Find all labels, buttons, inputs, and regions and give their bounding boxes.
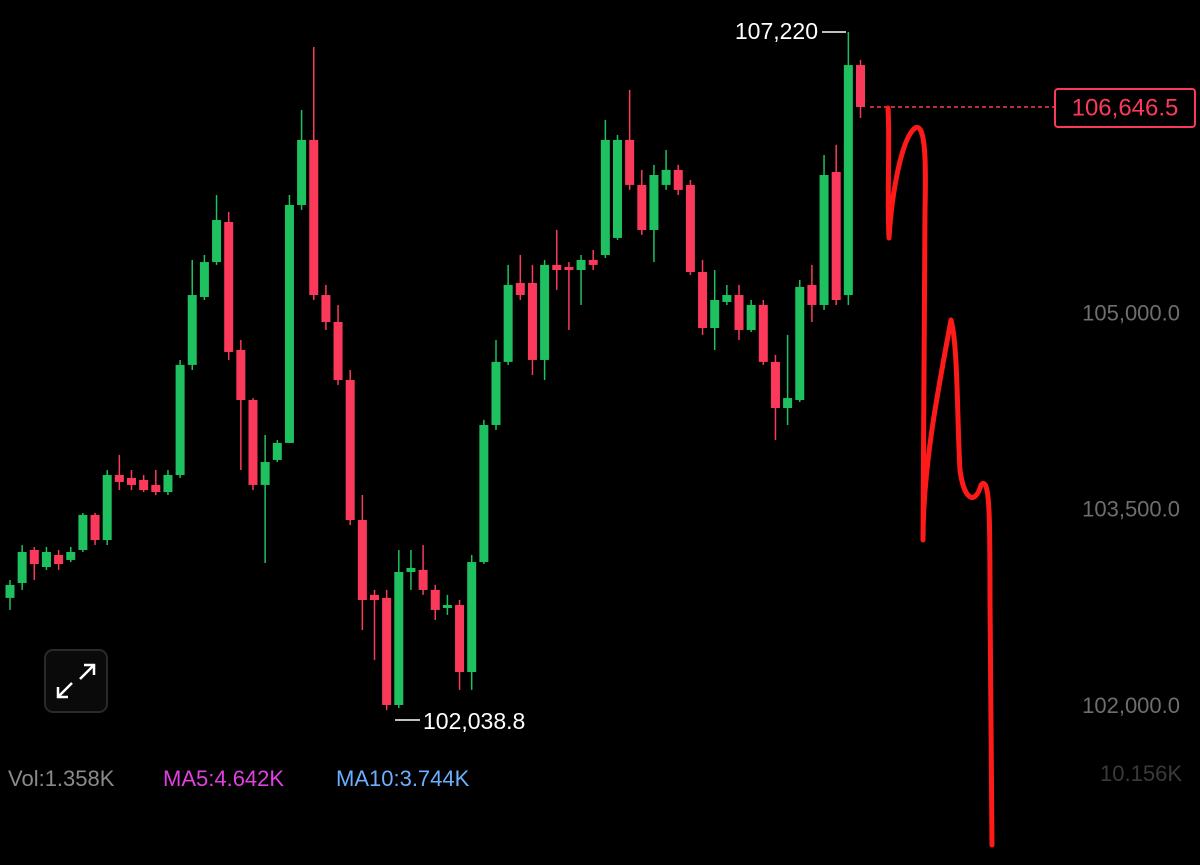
candle-body bbox=[102, 475, 112, 541]
candle-body bbox=[5, 584, 15, 598]
candle-body bbox=[175, 364, 185, 475]
candle-body bbox=[576, 259, 586, 271]
y-tick-label: 105,000.0 bbox=[1082, 300, 1180, 325]
candle-body bbox=[345, 379, 355, 521]
candle-body bbox=[710, 300, 720, 329]
candle-body bbox=[260, 462, 270, 485]
candle-body bbox=[127, 478, 136, 485]
candle-body bbox=[272, 442, 282, 460]
candle-body bbox=[661, 169, 671, 185]
candle-body bbox=[625, 139, 635, 185]
candle-body bbox=[783, 398, 793, 408]
candle-body bbox=[770, 361, 780, 408]
candle-body bbox=[807, 284, 817, 305]
volume-axis-label: 10.156K bbox=[1100, 761, 1182, 786]
candle-body bbox=[588, 259, 598, 265]
candle-body bbox=[613, 139, 622, 238]
candle-body bbox=[284, 204, 294, 443]
candle-body bbox=[54, 554, 64, 565]
candle-body bbox=[698, 271, 708, 329]
candle-body bbox=[163, 475, 173, 493]
candle-body bbox=[430, 589, 440, 610]
hand-drawn-annotation bbox=[885, 105, 995, 848]
candle-body bbox=[78, 514, 88, 550]
ma5-label: MA5:4.642K bbox=[163, 766, 284, 791]
candle-body bbox=[600, 139, 610, 255]
candle-body bbox=[831, 171, 841, 300]
candles bbox=[5, 31, 865, 711]
candle-body bbox=[333, 321, 343, 380]
ma10-label: MA10:3.744K bbox=[336, 766, 470, 791]
candle-body bbox=[843, 65, 853, 296]
candle-body bbox=[382, 597, 392, 705]
candle-body bbox=[248, 400, 258, 485]
candle-body bbox=[467, 562, 477, 672]
candle-body bbox=[41, 551, 51, 568]
candle-body bbox=[357, 520, 367, 600]
candle-body bbox=[151, 484, 161, 493]
candle-body bbox=[503, 284, 513, 362]
high-label: 107,220 bbox=[735, 18, 818, 44]
candle-body bbox=[795, 286, 805, 400]
candle-body bbox=[455, 604, 465, 672]
candle-body bbox=[212, 220, 222, 263]
candle-body bbox=[819, 175, 829, 305]
candle-body bbox=[406, 567, 416, 572]
candle-body bbox=[297, 139, 307, 205]
candle-body bbox=[758, 304, 768, 362]
candle-body bbox=[17, 551, 27, 583]
candle-body bbox=[856, 65, 865, 108]
candle-body bbox=[114, 475, 124, 482]
y-tick-label: 102,000.0 bbox=[1082, 693, 1180, 718]
y-tick-label: 103,500.0 bbox=[1082, 497, 1180, 522]
candle-body bbox=[29, 550, 39, 565]
candle-body bbox=[418, 569, 428, 590]
candle-body bbox=[540, 264, 550, 360]
candle-body bbox=[552, 264, 562, 271]
candle-body bbox=[527, 282, 537, 360]
expand-button-frame[interactable] bbox=[44, 649, 108, 713]
candle-body bbox=[649, 175, 659, 230]
candle-body bbox=[564, 267, 574, 271]
candle-body bbox=[309, 139, 319, 296]
candle-body bbox=[321, 295, 331, 322]
y-axis: 105,000.0 103,500.0 102,000.0 bbox=[1082, 300, 1180, 718]
expand-icon[interactable] bbox=[56, 663, 96, 699]
last-price-box bbox=[1054, 88, 1196, 128]
candle-body bbox=[442, 604, 452, 608]
last-price-label: 106,646.5 bbox=[1072, 94, 1179, 121]
volume-label: Vol:1.358K bbox=[8, 766, 115, 791]
expand-button[interactable] bbox=[44, 649, 108, 713]
candle-body bbox=[515, 282, 525, 296]
candle-body bbox=[673, 169, 683, 190]
low-label: 102,038.8 bbox=[423, 708, 525, 734]
candle-body bbox=[236, 350, 246, 400]
candle-body bbox=[224, 221, 234, 352]
candle-body bbox=[491, 361, 501, 425]
candle-body bbox=[90, 514, 100, 541]
candle-body bbox=[685, 184, 695, 272]
candle-body bbox=[370, 594, 379, 600]
candle-body bbox=[66, 551, 76, 560]
candle-body bbox=[734, 295, 744, 330]
candle-body bbox=[722, 295, 732, 302]
candle-body bbox=[139, 479, 149, 491]
candle-body bbox=[394, 571, 404, 705]
candle-body bbox=[479, 425, 489, 563]
candle-body bbox=[746, 304, 756, 330]
candle-body bbox=[637, 184, 647, 230]
candle-body bbox=[187, 295, 197, 365]
candle-body bbox=[199, 262, 209, 297]
